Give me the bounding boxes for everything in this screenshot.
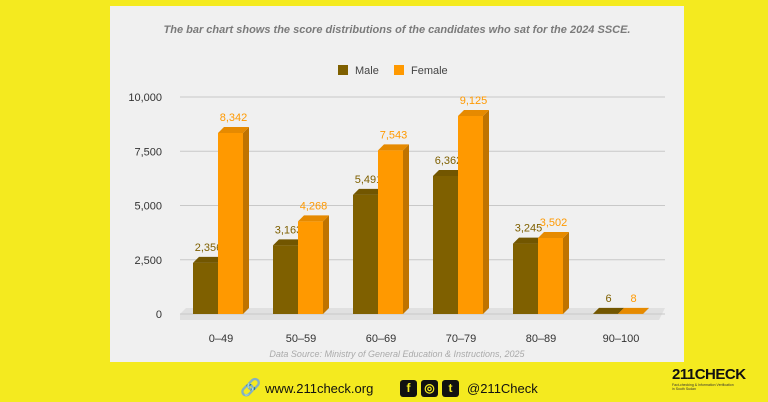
bar-top-male (193, 256, 224, 263)
facebook-icon[interactable]: f (400, 379, 417, 397)
bar-side-female (323, 215, 329, 314)
bar-top-female (538, 232, 569, 239)
bar-side-female (483, 109, 489, 314)
bar-top-male (273, 239, 304, 246)
logo-211check: 211CHECK Fact-checking & Information Ver… (672, 366, 746, 391)
bar-male (513, 243, 538, 314)
data-label-male: 3,245 (515, 223, 543, 235)
data-label-female: 9,125 (460, 95, 488, 107)
bar-top-male (353, 188, 384, 195)
bar-side-female (563, 232, 569, 314)
bar-female (538, 238, 563, 314)
legend-swatch-male (338, 65, 348, 75)
y-tick-label: 10,000 (128, 92, 162, 104)
x-tick-label: 50–59 (286, 333, 317, 345)
data-label-female: 4,268 (300, 200, 328, 212)
bar-top-female (458, 109, 489, 116)
y-tick-label: 0 (156, 309, 162, 321)
data-label-female: 3,502 (540, 217, 568, 229)
data-label-female: 8,342 (220, 112, 248, 124)
bar-top-female (618, 307, 649, 314)
bar-female (458, 115, 483, 314)
bar-chart: The bar chart shows the score distributi… (128, 24, 665, 359)
legend-label-female: Female (411, 65, 448, 77)
social-handle: @211Check (467, 380, 538, 396)
y-tick-label: 5,000 (134, 201, 162, 213)
data-source: Data Source: Ministry of General Educati… (269, 349, 525, 359)
data-label-male: 3,163 (275, 224, 303, 236)
chart-title: The bar chart shows the score distributi… (164, 24, 631, 36)
legend-label-male: Male (355, 65, 379, 77)
website-link[interactable]: 🔗 www.211check.org (240, 377, 373, 399)
chart-panel: The bar chart shows the score distributi… (110, 6, 684, 362)
x-tick-label: 0–49 (209, 333, 233, 345)
bar-side-female (403, 144, 409, 314)
bar-top-male (593, 307, 624, 314)
y-tick-label: 2,500 (134, 255, 162, 267)
bar-male (193, 262, 218, 314)
x-tick-label: 90–100 (603, 333, 640, 345)
bar-top-female (378, 144, 409, 151)
data-label-female: 8 (630, 293, 636, 305)
x-tick-label: 60–69 (366, 333, 397, 345)
twitter-icon[interactable]: t (442, 379, 459, 397)
bar-male (433, 175, 458, 314)
data-label-male: 5,491 (355, 174, 383, 186)
data-label-male: 6 (605, 293, 611, 305)
data-label-male: 6,362 (435, 155, 463, 167)
bar-top-female (298, 215, 329, 222)
bar-side-female (643, 307, 649, 314)
y-tick-label: 7,500 (134, 146, 162, 158)
instagram-icon[interactable]: ◎ (421, 379, 438, 397)
bar-female (218, 132, 243, 314)
legend-swatch-female (394, 65, 404, 75)
bar-male (273, 245, 298, 314)
website-text: www.211check.org (265, 380, 374, 396)
link-icon: 🔗 (240, 378, 262, 397)
bar-female (378, 150, 403, 314)
x-tick-label: 80–89 (526, 333, 557, 345)
bar-side-female (243, 126, 249, 314)
bar-female (298, 221, 323, 314)
bar-top-male (513, 237, 544, 244)
data-label-female: 7,543 (380, 129, 408, 141)
x-tick-label: 70–79 (446, 333, 477, 345)
bar-top-male (433, 169, 464, 176)
bar-male (353, 194, 378, 314)
bar-top-female (218, 126, 249, 133)
data-label-male: 2,356 (195, 242, 223, 254)
